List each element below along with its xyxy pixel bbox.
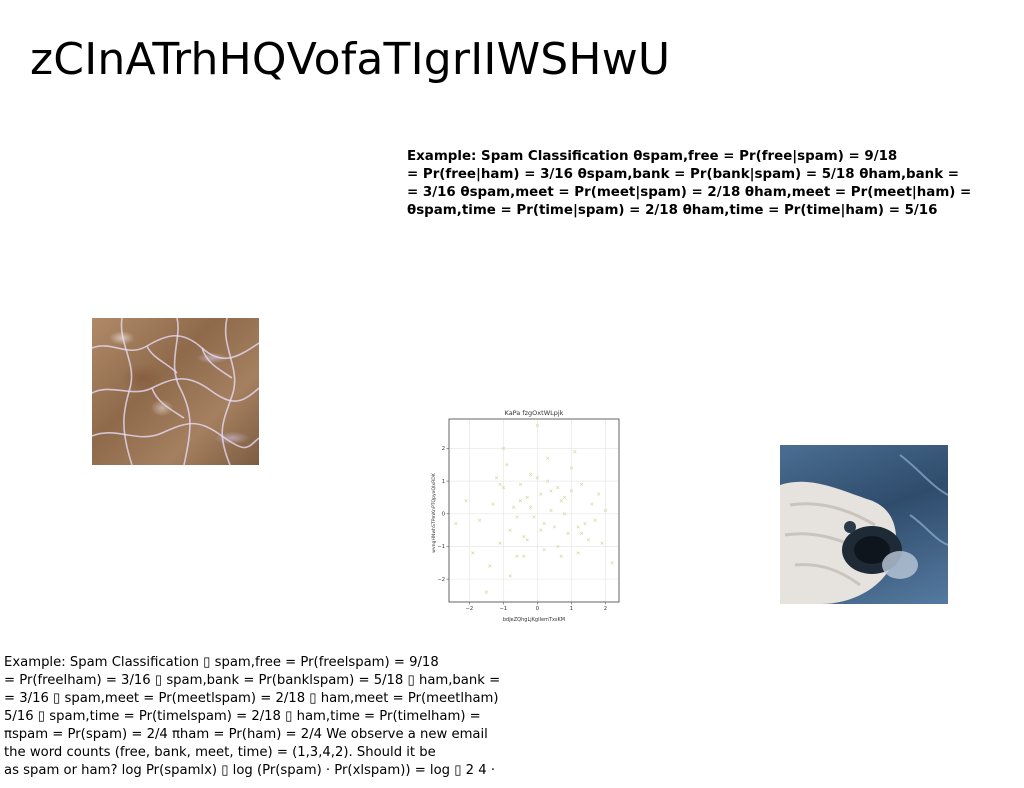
chart-x-tick-label: −2 (466, 606, 474, 612)
page-title: zCInATrhHQVofaTIgrIIWSHwU (30, 34, 671, 85)
chart-point (566, 531, 570, 536)
chart-x-axis-label: bdJeZQhgLjKgIlemTxsKM (503, 617, 565, 623)
chart-point (525, 538, 529, 542)
chart-point (464, 499, 468, 503)
chart-point (498, 541, 502, 545)
chart-y-tick-label: −2 (437, 577, 445, 583)
chart-point (494, 476, 499, 480)
chart-point (488, 564, 492, 568)
chart-point (559, 499, 563, 503)
paragraph-line: πspam = Pr(spam) = 2/4 πham = Pr(ham) = … (4, 727, 488, 742)
chart-point (501, 485, 506, 490)
caustic-lines (92, 318, 259, 465)
chart-point (484, 590, 489, 594)
chart-point (528, 505, 533, 509)
beach-towel-camera-photo (780, 445, 948, 604)
chart-point (539, 492, 543, 496)
water-caustics-image (92, 318, 259, 465)
chart-point (542, 548, 546, 552)
chart-point (593, 518, 597, 522)
chart-frame (448, 418, 620, 603)
chart-title: KaPa fzgOxtWLpjk (505, 409, 564, 417)
chart-point (518, 499, 523, 503)
chart-point (549, 489, 553, 493)
chart-point (518, 482, 523, 487)
chart-point (491, 502, 495, 506)
chart-point (511, 505, 516, 509)
chart-point (569, 466, 574, 470)
chart-point (562, 495, 567, 500)
chart-point (522, 534, 526, 539)
chart-x-tick-label: −1 (500, 606, 508, 612)
chart-point (545, 456, 550, 460)
chart-point (505, 463, 509, 467)
spam-classification-bold-text: Example: Spam Classification θspam,free … (407, 148, 1007, 220)
chart-x-tick-label: 1 (570, 606, 573, 612)
chart-point (454, 521, 458, 526)
chart-x-tick-label: 2 (604, 606, 607, 612)
paragraph-line: Example: Spam Classification ▯ spam,free… (4, 655, 439, 670)
chart-point (535, 423, 540, 428)
paragraph-line: 5/16 ▯ spam,time = Pr(timelspam) = 2/18 … (4, 709, 481, 724)
chart-point (556, 485, 560, 490)
chart-point (573, 450, 577, 454)
chart-y-tick-label: 1 (442, 479, 445, 485)
chart-y-axis-label: wvngHNwhSTPmKnPTQpyxQlxRDK (431, 472, 437, 553)
chart-point (586, 538, 591, 542)
spam-classification-paragraph: Example: Spam Classification ▯ spam,free… (4, 654, 524, 780)
chart-point (477, 518, 482, 522)
scatter-chart: KaPa fzgOxtWLpjk bdJeZQhgLjKgIlemTxsKM w… (428, 405, 628, 625)
chart-point (471, 551, 475, 555)
paragraph-line: = 3/16 ▯ spam,meet = Pr(meetlspam) = 2/1… (4, 691, 499, 706)
chart-point (576, 551, 580, 555)
chart-point (508, 574, 512, 578)
bold-line: θspam,time = Pr(time|spam) = 2/18 θham,t… (407, 203, 938, 218)
chart-point (579, 531, 584, 536)
chart-point (508, 528, 512, 532)
chart-point (535, 476, 540, 480)
chart-point (596, 492, 601, 496)
chart-point (515, 515, 519, 519)
chart-plot-area (448, 418, 620, 603)
chart-point (552, 525, 557, 529)
paragraph-line: = Pr(freelham) = 3/16 ▯ spam,bank = Pr(b… (4, 673, 501, 688)
chart-y-tick-label: 2 (442, 446, 445, 452)
chart-point (559, 554, 563, 558)
paragraph-line: as spam or ham? log Pr(spamlx) ▯ log (Pr… (4, 763, 496, 778)
chart-point (522, 554, 526, 558)
chart-point (545, 479, 550, 483)
chart-point (569, 489, 574, 493)
chart-point (528, 472, 533, 477)
chart-x-tick-label: 0 (536, 606, 539, 612)
bold-line: Example: Spam Classification θspam,free … (407, 149, 898, 164)
photo-illustration (780, 454, 948, 604)
bold-line: = 3/16 θspam,meet = Pr(meet|spam) = 2/18… (407, 185, 972, 200)
chart-point (590, 502, 594, 506)
chart-point (610, 561, 614, 565)
chart-point (498, 482, 502, 487)
chart-point (549, 508, 553, 513)
chart-point (576, 525, 580, 529)
chart-point (539, 528, 543, 532)
chart-point (532, 515, 536, 519)
chart-point (501, 446, 506, 451)
chart-point (515, 554, 519, 558)
chart-y-tick-label: −1 (437, 544, 445, 550)
chart-point (542, 521, 546, 526)
scatter-chart-svg: KaPa fzgOxtWLpjk bdJeZQhgLjKgIlemTxsKM w… (431, 409, 620, 623)
chart-point (556, 544, 560, 549)
paragraph-line: the word counts (free, bank, meet, time)… (4, 745, 436, 760)
chart-point (603, 508, 608, 513)
chart-point (579, 482, 584, 487)
chart-y-tick-label: 0 (442, 512, 445, 518)
chart-point (562, 512, 567, 516)
chart-point (525, 495, 529, 500)
chart-point (583, 521, 587, 526)
bold-line: = Pr(free|ham) = 3/16 θspam,bank = Pr(ba… (407, 167, 959, 182)
chart-point (600, 541, 604, 545)
